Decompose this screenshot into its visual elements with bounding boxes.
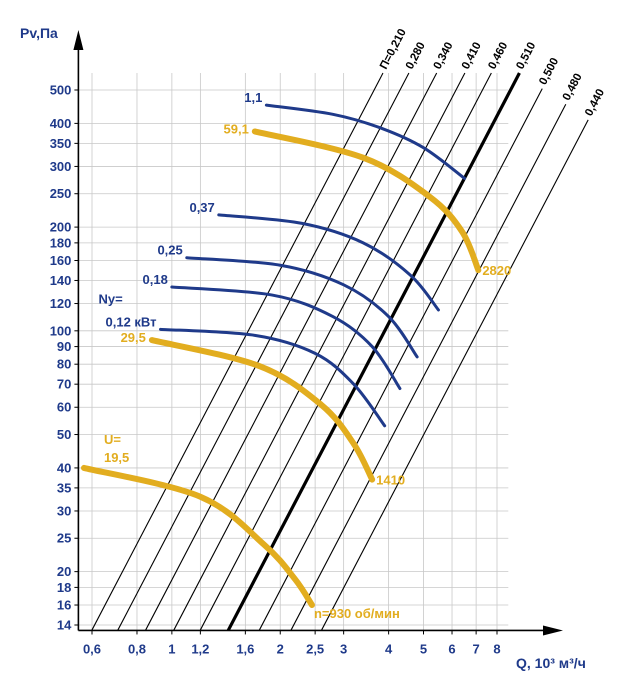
y-axis-arrow	[73, 30, 84, 50]
efficiency-line	[144, 72, 438, 631]
power-label: 0,25	[157, 243, 182, 258]
speed-label-n: 2820	[482, 263, 511, 278]
power-curve	[170, 285, 402, 391]
power-curve	[185, 256, 419, 359]
labels: 1416182025303540506070809010012014016018…	[50, 27, 607, 656]
power-lines	[159, 103, 467, 428]
power-legend-prefix: Ny=	[99, 291, 124, 306]
y-tick-label: 25	[57, 531, 71, 546]
x-axis-arrow	[543, 625, 563, 636]
x-tick-label: 2	[277, 641, 284, 656]
x-tick-label: 0,6	[83, 641, 101, 656]
y-tick-label: 300	[50, 159, 72, 174]
y-tick-label: 18	[57, 580, 71, 595]
y-axis-title: Pv,Па	[20, 25, 58, 41]
efficiency-label: 0,440	[583, 87, 607, 118]
speed-label-n: 1410	[376, 473, 405, 488]
speed-curve	[148, 337, 376, 483]
efficiency-line	[258, 88, 543, 631]
x-tick-label: 0,8	[128, 641, 146, 656]
y-tick-label: 16	[57, 598, 71, 613]
efficiency-line	[199, 72, 492, 631]
efficiency-label: 0,410	[460, 40, 484, 71]
efficiency-label: 0,340	[432, 40, 456, 71]
efficiency-label: 0,280	[404, 40, 428, 71]
efficiency-label: 0,460	[486, 40, 510, 71]
x-tick-label: 5	[420, 641, 427, 656]
efficiency-label: 0,480	[561, 72, 585, 103]
x-tick-label: 2,5	[306, 641, 324, 656]
efficiency-lines	[91, 72, 589, 632]
y-tick-label: 90	[57, 339, 71, 354]
efficiency-line-main	[226, 72, 521, 632]
y-tick-label: 40	[57, 460, 71, 475]
y-tick-label: 20	[57, 564, 71, 579]
x-tick-label: 3	[340, 641, 347, 656]
y-tick-label: 250	[50, 186, 72, 201]
x-tick-label: 1,6	[236, 641, 254, 656]
power-curve	[264, 103, 467, 180]
y-tick-label: 140	[50, 273, 72, 288]
speed-legend-prefix: U=	[104, 432, 121, 447]
speed-label-u: 29,5	[121, 330, 146, 345]
x-tick-label: 8	[493, 641, 500, 656]
power-label: 0,12 кВт	[106, 314, 157, 329]
efficiency-line	[320, 119, 589, 631]
x-tick-label: 1	[168, 641, 175, 656]
y-tick-label: 180	[50, 235, 72, 250]
y-tick-label: 350	[50, 136, 72, 151]
x-axis-title: Q, 10³ м³/ч	[516, 655, 586, 671]
y-tick-label: 160	[50, 253, 72, 268]
efficiency-line	[117, 72, 410, 631]
grid	[78, 73, 509, 631]
x-tick-label: 4	[385, 641, 393, 656]
x-tick-label: 7	[473, 641, 480, 656]
speed-label-u: 59,1	[224, 121, 249, 136]
y-tick-label: 70	[57, 377, 71, 392]
power-label: 0,18	[143, 272, 168, 287]
y-tick-label: 120	[50, 296, 72, 311]
y-tick-label: 14	[57, 618, 72, 633]
x-tick-label: 6	[448, 641, 455, 656]
y-tick-label: 80	[57, 357, 71, 372]
y-tick-label: 60	[57, 400, 71, 415]
y-tick-label: 400	[50, 116, 72, 131]
efficiency-line	[91, 72, 384, 631]
power-curve	[159, 327, 387, 428]
efficiency-label: 0,500	[537, 56, 561, 87]
efficiency-label: 0,510	[514, 40, 538, 71]
speed-label-n: n=930 об/мин	[314, 606, 400, 621]
y-tick-label: 30	[57, 503, 71, 518]
y-tick-label: 500	[50, 83, 72, 98]
y-tick-label: 200	[50, 220, 72, 235]
speed-lines	[80, 128, 482, 609]
efficiency-line	[173, 72, 466, 631]
y-tick-label: 50	[57, 427, 71, 442]
efficiency-line	[290, 104, 567, 631]
y-tick-label: 35	[57, 480, 71, 495]
speed-label-u: 19,5	[104, 450, 129, 465]
y-tick-label: 100	[50, 323, 72, 338]
power-label: 1,1	[244, 90, 262, 105]
axes	[73, 30, 563, 636]
speed-curve	[80, 464, 315, 609]
power-curve	[217, 213, 440, 312]
x-tick-label: 1,2	[191, 641, 209, 656]
speed-curve	[251, 128, 482, 274]
power-label: 0,37	[189, 200, 214, 215]
